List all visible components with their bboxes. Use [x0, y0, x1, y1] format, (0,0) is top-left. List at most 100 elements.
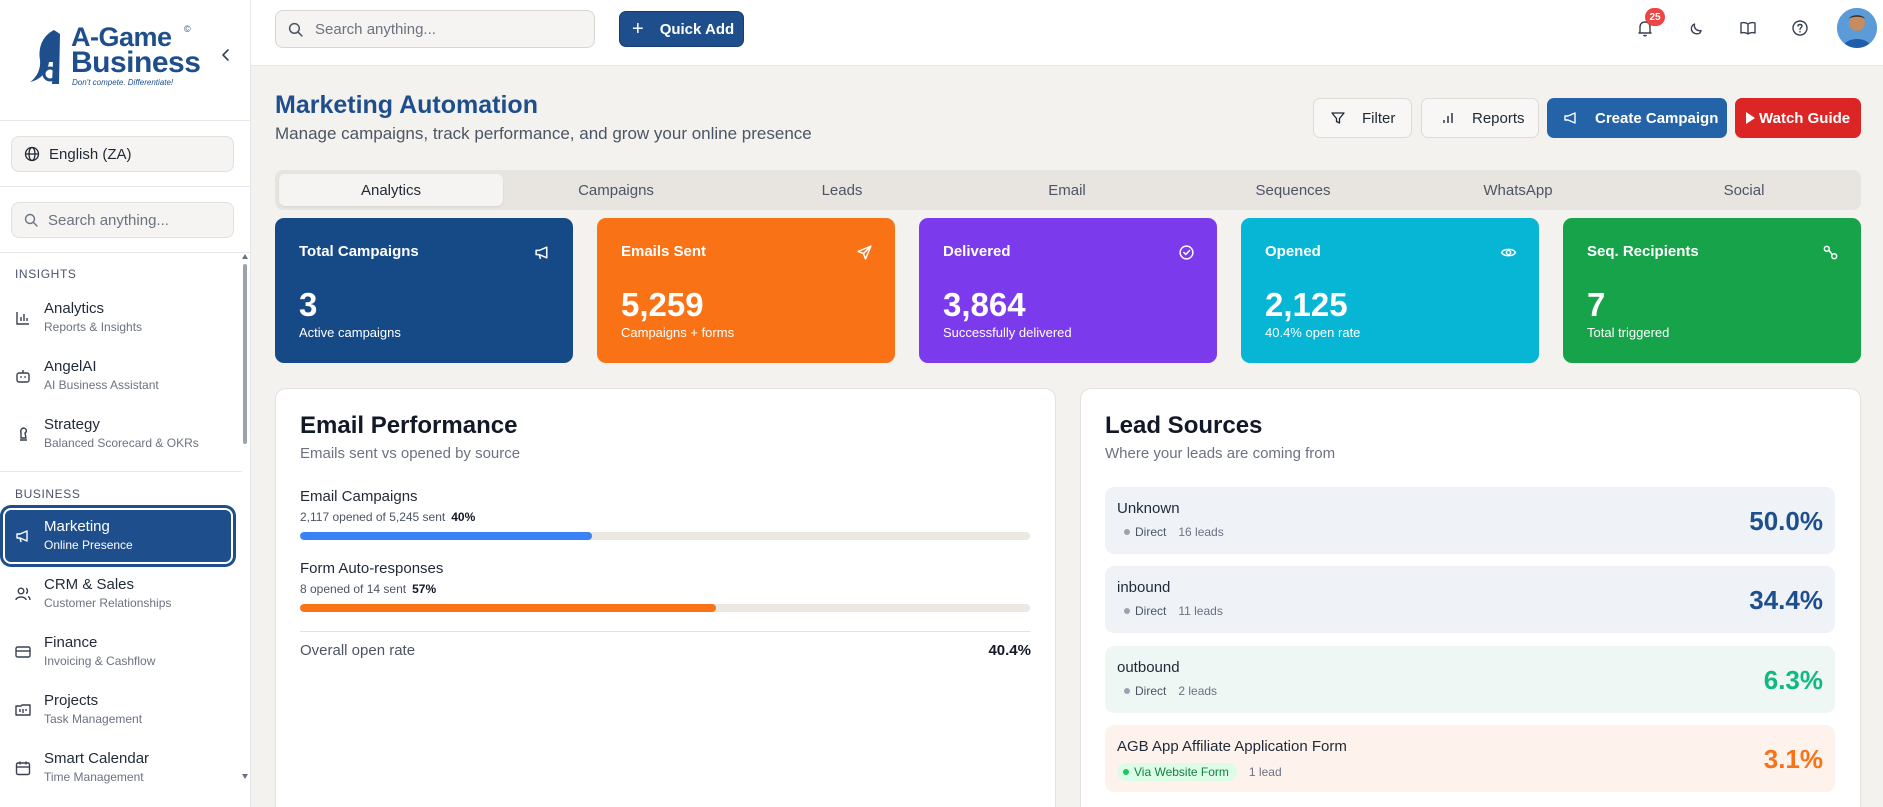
play-icon [1746, 112, 1755, 124]
lead-source-name: inbound [1117, 579, 1171, 596]
lead-source-row[interactable]: outbound Direct 2 leads 6.3% [1105, 646, 1835, 713]
filter-icon [1331, 112, 1345, 124]
bell-icon[interactable] [1635, 18, 1655, 38]
sidebar-item-sublabel: Invoicing & Cashflow [44, 654, 156, 668]
sidebar-item-label: Smart Calendar [44, 750, 150, 767]
scroll-up-arrow-icon[interactable] [242, 254, 248, 259]
lead-source-meta: Direct 2 leads [1117, 684, 1217, 698]
performance-row: Form Auto-responses 8 opened of 14 sent 5… [300, 560, 1030, 612]
overall-open-rate-value: 40.4% [988, 642, 1031, 659]
filter-button[interactable]: Filter [1313, 98, 1412, 138]
moon-icon[interactable] [1687, 18, 1707, 38]
sidebar-item-label: Analytics [44, 300, 105, 317]
tab-social[interactable]: Social [1723, 181, 1765, 199]
lead-source-row[interactable]: Unknown Direct 16 leads 50.0% [1105, 487, 1835, 554]
sidebar-item-strategy[interactable]: Strategy Balanced Scorecard & OKRs [3, 406, 233, 462]
sidebar-item-crm-sales[interactable]: CRM & Sales Customer Relationships [3, 566, 233, 622]
stat-card-total-campaigns[interactable]: Total Campaigns 3 Active campaigns [275, 218, 573, 363]
stat-sublabel: 40.4% open rate [1265, 325, 1361, 340]
send-icon [857, 245, 872, 260]
bot-icon [16, 370, 30, 383]
lead-count: 11 leads [1178, 604, 1223, 618]
stat-value: 5,259 [621, 286, 704, 323]
performance-detail-text: 2,117 opened of 5,245 sent [300, 510, 446, 524]
sidebar-item-label: Marketing [44, 518, 110, 535]
lead-source-row[interactable]: inbound Direct 11 leads 34.4% [1105, 566, 1835, 633]
scroll-down-arrow-icon[interactable] [242, 774, 248, 779]
sidebar-item-projects[interactable]: Projects Task Management [3, 682, 233, 738]
sidebar-item-angelai[interactable]: AngelAI AI Business Assistant [3, 348, 233, 404]
section-tabs: Analytics Campaigns Leads Email Sequence… [275, 170, 1861, 210]
watch-guide-button[interactable]: Watch Guide [1735, 98, 1861, 138]
lead-source-percent: 3.1% [1763, 744, 1823, 774]
global-search-input[interactable]: Search anything... [275, 10, 595, 48]
create-campaign-label: Create Campaign [1595, 109, 1719, 127]
quick-add-button[interactable]: + Quick Add [619, 11, 744, 47]
sidebar-item-label: Finance [44, 634, 98, 651]
nav-section-title: INSIGHTS [15, 267, 77, 281]
sidebar-nav: INSIGHTS Analytics Reports & Insights [0, 254, 251, 784]
sidebar-item-analytics[interactable]: Analytics Reports & Insights [3, 290, 233, 346]
stat-card-seq-recipients[interactable]: Seq. Recipients 7 Total triggered [1563, 218, 1861, 363]
progress-bar-fill [300, 604, 717, 612]
reports-button[interactable]: Reports [1421, 98, 1539, 138]
tab-analytics[interactable]: Analytics [279, 174, 503, 206]
tab-sequences[interactable]: Sequences [1255, 181, 1331, 199]
brand-name-line1: A-Game [71, 22, 172, 52]
sidebar: A-Game © Business Don't compete. Differe… [0, 0, 251, 807]
performance-source-name: Form Auto-responses [300, 560, 444, 577]
tab-email[interactable]: Email [1048, 181, 1086, 199]
page-title: Marketing Automation [275, 91, 538, 119]
check-circle-icon [1179, 245, 1194, 260]
panel-subtitle: Where your leads are coming from [1105, 445, 1336, 462]
scrollbar-thumb[interactable] [243, 264, 247, 444]
stat-label: Opened [1265, 243, 1321, 260]
stat-card-opened[interactable]: Opened 2,125 40.4% open rate [1241, 218, 1539, 363]
book-icon[interactable] [1738, 18, 1758, 38]
lead-source-row[interactable]: AGB App Affiliate Application Form Via W… [1105, 725, 1835, 792]
help-icon[interactable] [1790, 18, 1810, 38]
brand-registered-mark: © [184, 24, 191, 34]
lead-source-name: AGB App Affiliate Application Form [1117, 738, 1347, 755]
brand-mark-icon [30, 30, 60, 84]
sidebar-item-finance[interactable]: Finance Invoicing & Cashflow [3, 624, 233, 680]
progress-bar-fill [300, 532, 592, 540]
stat-sublabel: Active campaigns [299, 325, 401, 340]
sidebar-scrollbar[interactable] [242, 254, 248, 784]
sidebar-divider [0, 252, 251, 253]
tab-campaigns[interactable]: Campaigns [578, 181, 654, 199]
megaphone-icon [16, 530, 28, 543]
tab-leads[interactable]: Leads [821, 181, 863, 199]
create-campaign-button[interactable]: Create Campaign [1547, 98, 1727, 138]
users-icon [15, 587, 31, 601]
stat-card-delivered[interactable]: Delivered 3,864 Successfully delivered [919, 218, 1217, 363]
language-selector[interactable]: English (ZA) [11, 136, 234, 172]
notification-count-badge: 25 [1645, 8, 1665, 26]
watch-guide-label: Watch Guide [1759, 109, 1851, 127]
plus-icon: + [632, 18, 644, 40]
sidebar-item-sublabel: Online Presence [44, 538, 133, 552]
divider [300, 631, 1030, 632]
sidebar-item-sublabel: Customer Relationships [44, 596, 172, 610]
quick-add-label: Quick Add [659, 20, 735, 38]
page-subtitle: Manage campaigns, track performance, and… [275, 124, 812, 143]
sidebar-item-sublabel: Task Management [44, 712, 143, 726]
language-label: English (ZA) [49, 145, 132, 163]
sidebar-divider [0, 471, 242, 472]
lead-channel: Direct [1135, 525, 1167, 539]
sidebar-item-sublabel: Reports & Insights [44, 320, 143, 334]
lead-source-percent: 6.3% [1763, 665, 1823, 695]
brand-name-line2: Business [71, 46, 201, 79]
channel-dot-icon [1124, 529, 1130, 535]
top-bar: Search anything... + Quick Add 25 [251, 0, 1883, 66]
sidebar-item-smart-calendar[interactable]: Smart Calendar Time Management [3, 740, 233, 784]
lead-source-percent: 50.0% [1749, 506, 1823, 536]
search-icon [24, 213, 38, 227]
user-avatar[interactable] [1837, 8, 1877, 48]
chevron-left-icon[interactable] [218, 47, 234, 63]
sidebar-item-marketing[interactable]: Marketing Online Presence [3, 508, 233, 564]
tab-whatsapp[interactable]: WhatsApp [1483, 181, 1553, 199]
brand-logo[interactable]: A-Game © Business Don't compete. Differe… [28, 22, 203, 92]
stat-card-emails-sent[interactable]: Emails Sent 5,259 Campaigns + forms [597, 218, 895, 363]
sidebar-search-input[interactable]: Search anything... [11, 202, 234, 238]
